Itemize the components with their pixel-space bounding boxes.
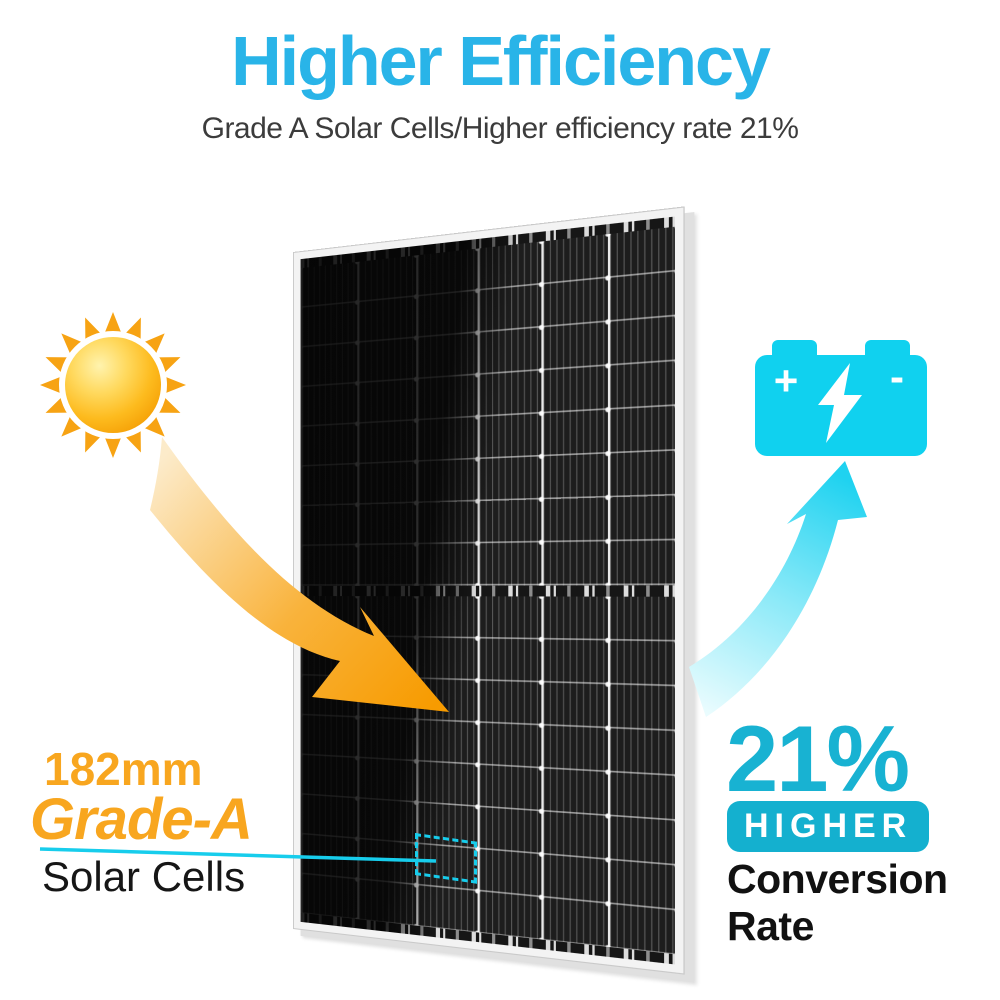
- sun-core: [64, 336, 162, 434]
- grade-a-text: Grade-A: [30, 787, 253, 852]
- percent-value: 21%: [726, 706, 910, 811]
- conversion-rate-text: Conversion Rate: [727, 856, 948, 949]
- panel-to-battery-arrow-icon: [689, 461, 867, 717]
- page-title: Higher Efficiency: [231, 22, 771, 100]
- cell-size-text: 182mm: [44, 743, 203, 795]
- higher-badge: HIGHER: [727, 801, 930, 852]
- sun-icon: [40, 312, 186, 458]
- battery-icon: + -: [755, 340, 927, 456]
- solar-panel: [293, 206, 685, 975]
- panel-cells-upper: [300, 226, 675, 586]
- solar-panel-frame: [293, 206, 685, 975]
- solar-cells-text: Solar Cells: [42, 853, 246, 900]
- page-subtitle: Grade A Solar Cells/Higher efficiency ra…: [201, 112, 799, 145]
- cell-highlight-box: [415, 833, 477, 884]
- minus-icon: -: [890, 353, 904, 400]
- lightning-icon: [818, 363, 862, 443]
- plus-icon: +: [774, 357, 799, 404]
- panel-busbar-strip-middle: [300, 584, 675, 597]
- panel-cells-lower: [300, 595, 675, 955]
